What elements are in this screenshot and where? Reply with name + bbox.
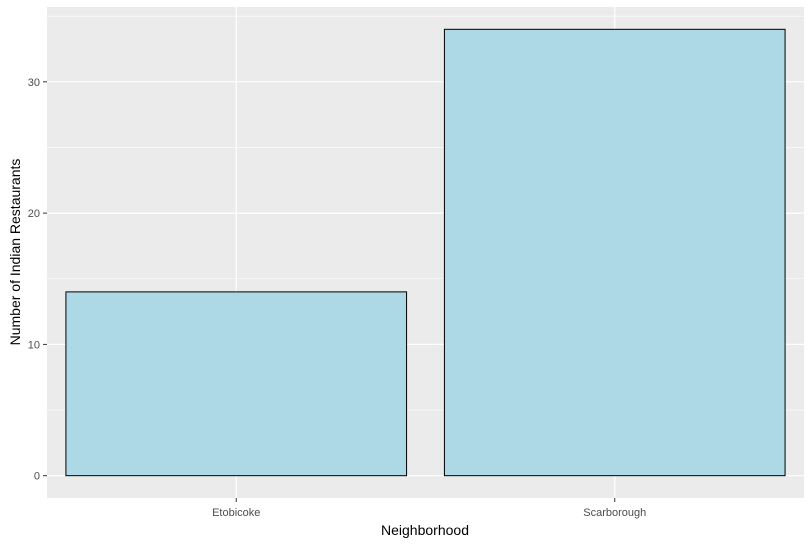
bars: [65, 28, 786, 477]
bar-scarborough: [443, 28, 786, 477]
x-axis-title: Neighborhood: [381, 522, 469, 538]
x-tick-label: Scarborough: [583, 507, 646, 519]
x-axis-ticks: Etobicoke Scarborough: [212, 498, 646, 519]
y-tick-label: 30: [28, 77, 40, 89]
y-tick-label: 10: [28, 339, 40, 351]
bar-etobicoke: [65, 291, 408, 477]
y-tick-label: 20: [28, 208, 40, 220]
x-tick-label: Etobicoke: [212, 507, 260, 519]
y-axis-title: Number of Indian Restaurants: [7, 159, 23, 346]
y-axis-ticks: 0 10 20 30: [28, 77, 47, 483]
y-tick-label: 0: [34, 471, 40, 483]
